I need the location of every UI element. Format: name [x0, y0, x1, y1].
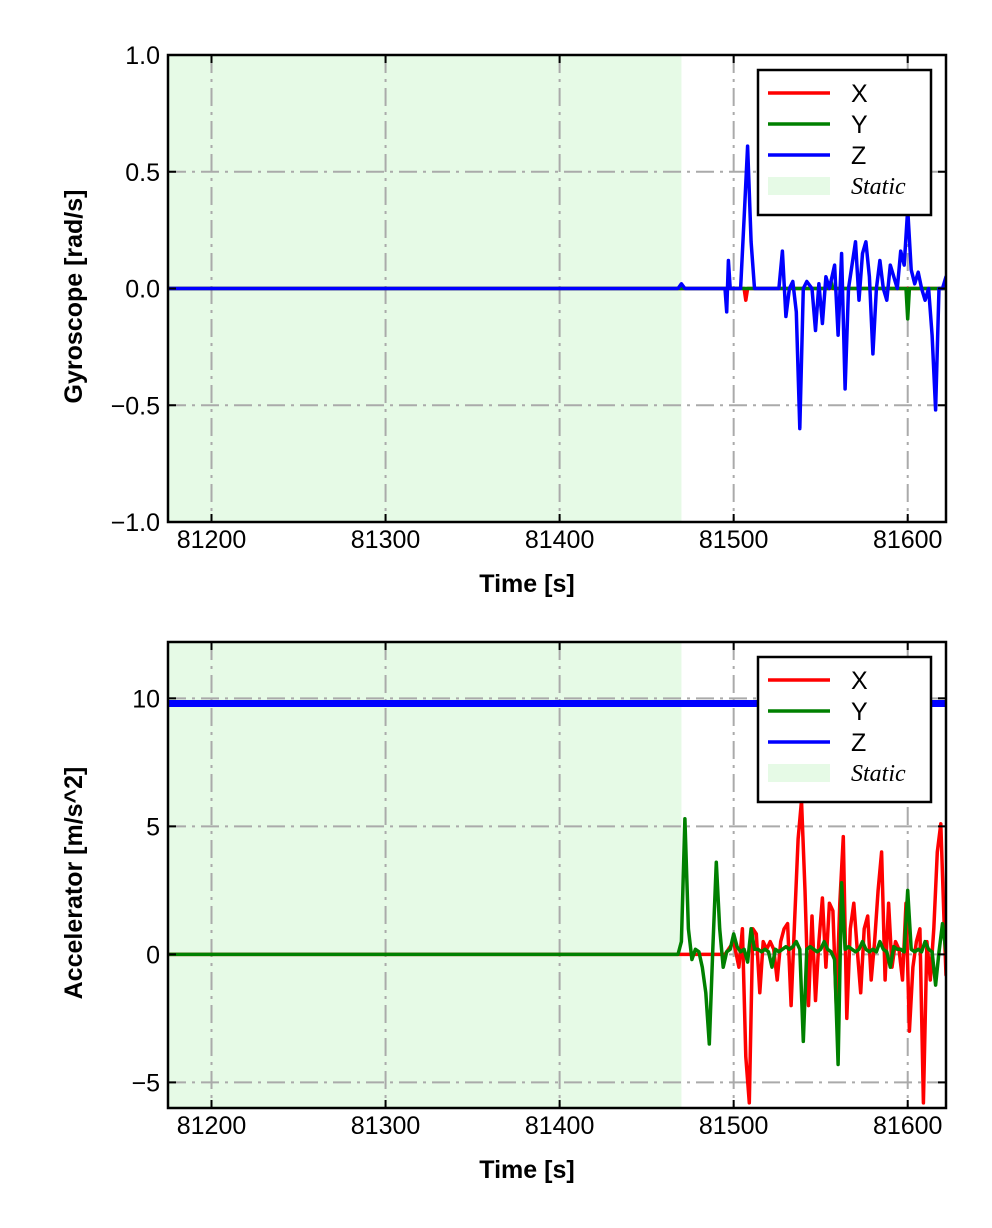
gyro-y-tick-label: 0.0 [125, 276, 160, 304]
accel-y-tick-label: 0 [146, 941, 160, 969]
accel-legend: XYZ Static [756, 655, 933, 804]
accel-y-tick-label: −5 [131, 1069, 160, 1097]
gyro-panel: 81200 81300 81400 81500 81600 −1.0 −0.5 0.0 0.5 1… [60, 42, 948, 598]
accel-legend-swatch-static [768, 764, 830, 782]
accel-x-tick-label: 81500 [699, 1112, 769, 1140]
accel-y-tick-label: 10 [132, 685, 160, 713]
gyro-y-tick-label: −0.5 [111, 392, 160, 420]
accel-x-tick-label: 81300 [351, 1112, 421, 1140]
accel-panel: 81200 81300 81400 81500 81600 −5 0 5 10 Time [s] A… [60, 640, 948, 1184]
gyro-y-tick-label: 0.5 [125, 159, 160, 187]
accel-y-tick-label: 5 [146, 813, 160, 841]
gyro-y-tick-label: 1.0 [125, 42, 160, 70]
gyro-y-tick-label: −1.0 [111, 509, 160, 537]
accel-legend-label-y: Y [851, 698, 868, 726]
gyro-x-tick-label: 81500 [699, 526, 769, 554]
accel-legend-label-z: Z [851, 729, 866, 757]
gyro-legend-label-x: X [851, 80, 868, 108]
gyro-y-axis-title: Gyroscope [rad/s] [60, 190, 88, 404]
accel-legend-label-x: X [851, 667, 868, 695]
gyro-legend: XYZ Static [756, 68, 933, 217]
accel-legend-label-static: Static [851, 761, 906, 787]
accel-y-axis-title: Accelerator [m/s^2] [60, 767, 88, 1000]
gyro-series-z-line [168, 144, 946, 431]
gyro-legend-label-static: Static [851, 174, 906, 200]
gyro-x-tick-label: 81300 [351, 526, 421, 554]
accel-x-tick-label: 81400 [525, 1112, 595, 1140]
accel-plot-frame [166, 640, 948, 1110]
gyro-x-tick-label: 81400 [525, 526, 595, 554]
accel-x-tick-label: 81600 [873, 1112, 943, 1140]
gyro-x-tick-label: 81200 [177, 526, 247, 554]
gyro-legend-swatch-static [768, 177, 830, 195]
gyro-legend-label-y: Y [851, 111, 868, 139]
accel-series-y-line [168, 816, 946, 1067]
accel-static-region [168, 642, 682, 1108]
gyro-legend-label-z: Z [851, 142, 866, 170]
accel-x-tick-label: 81200 [177, 1112, 247, 1140]
gyro-x-axis-title: Time [s] [479, 570, 574, 598]
gyro-series-group [168, 144, 946, 431]
gyro-x-tick-label: 81600 [873, 526, 943, 554]
accel-x-axis-title: Time [s] [479, 1156, 574, 1184]
